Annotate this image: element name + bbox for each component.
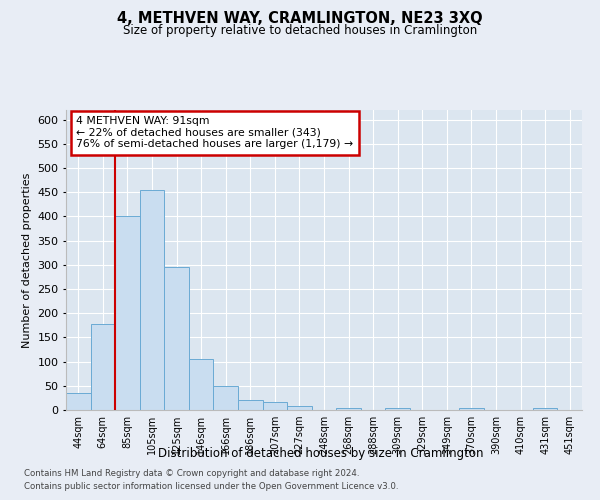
Bar [533,408,557,410]
Text: Contains public sector information licensed under the Open Government Licence v3: Contains public sector information licen… [24,482,398,491]
Bar [238,400,263,410]
Bar [385,408,410,410]
Bar [66,393,91,410]
Bar [336,408,361,410]
Bar [140,190,164,410]
Bar [214,386,238,410]
Bar [115,216,140,410]
Bar [263,402,287,410]
Text: 4 METHVEN WAY: 91sqm
← 22% of detached houses are smaller (343)
76% of semi-deta: 4 METHVEN WAY: 91sqm ← 22% of detached h… [76,116,353,149]
Bar [189,359,214,410]
Text: Size of property relative to detached houses in Cramlington: Size of property relative to detached ho… [123,24,477,37]
Bar [164,268,189,410]
Y-axis label: Number of detached properties: Number of detached properties [22,172,32,348]
Text: Contains HM Land Registry data © Crown copyright and database right 2024.: Contains HM Land Registry data © Crown c… [24,468,359,477]
Text: 4, METHVEN WAY, CRAMLINGTON, NE23 3XQ: 4, METHVEN WAY, CRAMLINGTON, NE23 3XQ [117,11,483,26]
Bar [459,408,484,410]
Text: Distribution of detached houses by size in Cramlington: Distribution of detached houses by size … [158,448,484,460]
Bar [287,406,312,410]
Bar [91,324,115,410]
